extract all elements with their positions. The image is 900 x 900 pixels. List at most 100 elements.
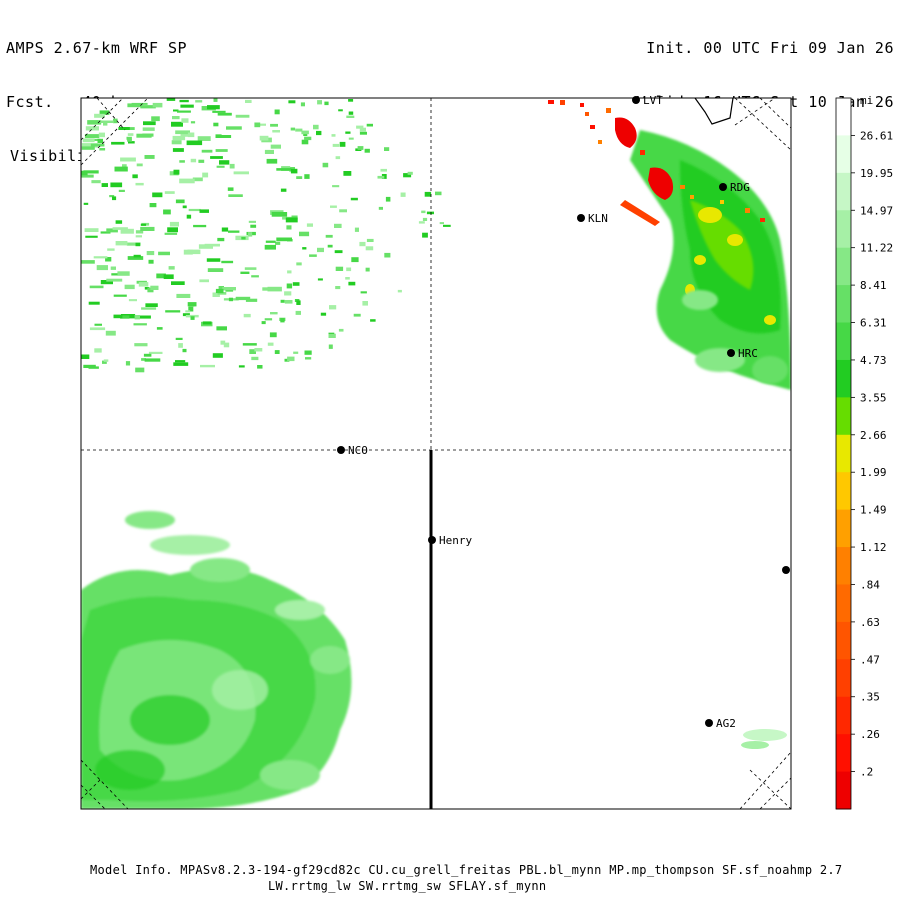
visibility-streak (87, 120, 102, 125)
visibility-streak (400, 192, 406, 197)
colorbar-level-label: .63 (860, 616, 880, 629)
visibility-streak (98, 120, 114, 123)
visibility-streak (106, 278, 123, 282)
visibility-streak (171, 281, 185, 285)
visibility-streak (348, 99, 354, 102)
visibility-streak (240, 271, 250, 274)
visibility-streak (322, 162, 329, 168)
visibility-streak (296, 262, 302, 266)
visibility-streak (100, 231, 111, 234)
visibility-streak (248, 220, 256, 223)
visibility-streak (288, 100, 296, 104)
visibility-streak (223, 342, 230, 348)
colorbar-swatch (836, 771, 851, 810)
visibility-streak (348, 111, 354, 115)
footer-model-info: Model Info. MPASv8.2.3-194-gf29cd82c CU.… (90, 863, 843, 877)
visibility-streak (332, 185, 340, 188)
visibility-streak (172, 116, 180, 120)
visibility-streak (173, 169, 180, 175)
visibility-streak (182, 348, 187, 353)
visibility-streak (112, 227, 128, 230)
visibility-streak (143, 121, 156, 126)
colorbar-level-label: 6.31 (860, 317, 887, 330)
visibility-streak (85, 126, 99, 131)
visibility-streak (295, 310, 301, 315)
visibility-streak (206, 258, 221, 262)
visibility-streak (254, 122, 261, 128)
visibility-streak (346, 267, 352, 272)
visibility-streak (127, 103, 143, 108)
colorbar-swatch (836, 696, 851, 735)
visibility-streak (187, 132, 195, 138)
visibility-streak (328, 333, 336, 338)
visibility-streak (316, 130, 322, 136)
visibility-streak (359, 131, 367, 135)
visibility-streak (83, 202, 89, 205)
visibility-streak (339, 209, 347, 213)
visibility-streak (280, 318, 285, 323)
visibility-streak (81, 354, 90, 359)
visibility-streak (302, 247, 307, 250)
visibility-streak (141, 307, 157, 310)
visibility-streak (181, 118, 189, 123)
visibility-streak (267, 286, 282, 292)
visibility-streak (222, 287, 236, 291)
visibility-streak (335, 156, 341, 160)
visibility-streak (235, 296, 251, 301)
visibility-streak (94, 348, 102, 353)
visibility-streak (144, 155, 155, 159)
plot-frame (80, 97, 792, 810)
visibility-streak (320, 312, 327, 316)
visibility-streak (148, 351, 163, 354)
visibility-streak (111, 141, 125, 145)
visibility-streak (120, 228, 134, 234)
visibility-streak (331, 134, 336, 137)
visibility-streak (183, 249, 193, 255)
visibility-streak (276, 168, 292, 171)
visibility-streak (103, 359, 109, 362)
visibility-streak (317, 278, 323, 281)
visibility-streak (348, 281, 356, 286)
visibility-streak (357, 146, 364, 150)
visibility-streak (327, 244, 333, 248)
visibility-streak (339, 141, 346, 147)
visibility-streak (275, 241, 281, 245)
visibility-streak (248, 232, 253, 237)
visibility-streak (190, 121, 196, 124)
visibility-streak (384, 252, 391, 258)
visibility-streak (107, 248, 115, 251)
visibility-streak (271, 212, 288, 217)
visibility-streak (140, 226, 155, 231)
visibility-streak (94, 113, 105, 118)
visibility-streak (287, 270, 292, 274)
visibility-streak (98, 132, 105, 138)
visibility-streak (296, 176, 303, 179)
visibility-streak (114, 166, 128, 172)
visibility-streak (175, 360, 186, 363)
visibility-streak (141, 358, 146, 361)
station-label: HRC (738, 347, 758, 360)
upper-left-visibility-region (81, 98, 451, 373)
colorbar-swatch (836, 734, 851, 773)
visibility-streak (269, 332, 277, 338)
visibility-streak (101, 183, 108, 187)
visibility-streak (292, 282, 300, 286)
visibility-streak (99, 148, 106, 151)
visibility-streak (187, 249, 201, 255)
station-label: LVT (643, 94, 663, 107)
station-dot (719, 183, 727, 191)
visibility-streak (99, 110, 110, 115)
visibility-streak (242, 343, 257, 346)
visibility-streak (266, 158, 278, 164)
visibility-streak (173, 109, 179, 112)
visibility-streak (96, 265, 108, 271)
colorbar-swatch (836, 472, 851, 511)
visibility-streak (164, 232, 178, 235)
visibility-streak (192, 177, 203, 182)
colorbar-level-label: .47 (860, 653, 880, 666)
visibility-streak (335, 286, 341, 290)
visibility-streak (198, 159, 205, 163)
visibility-streak (89, 285, 104, 289)
visibility-streak (255, 123, 266, 126)
visibility-streak (362, 301, 368, 306)
